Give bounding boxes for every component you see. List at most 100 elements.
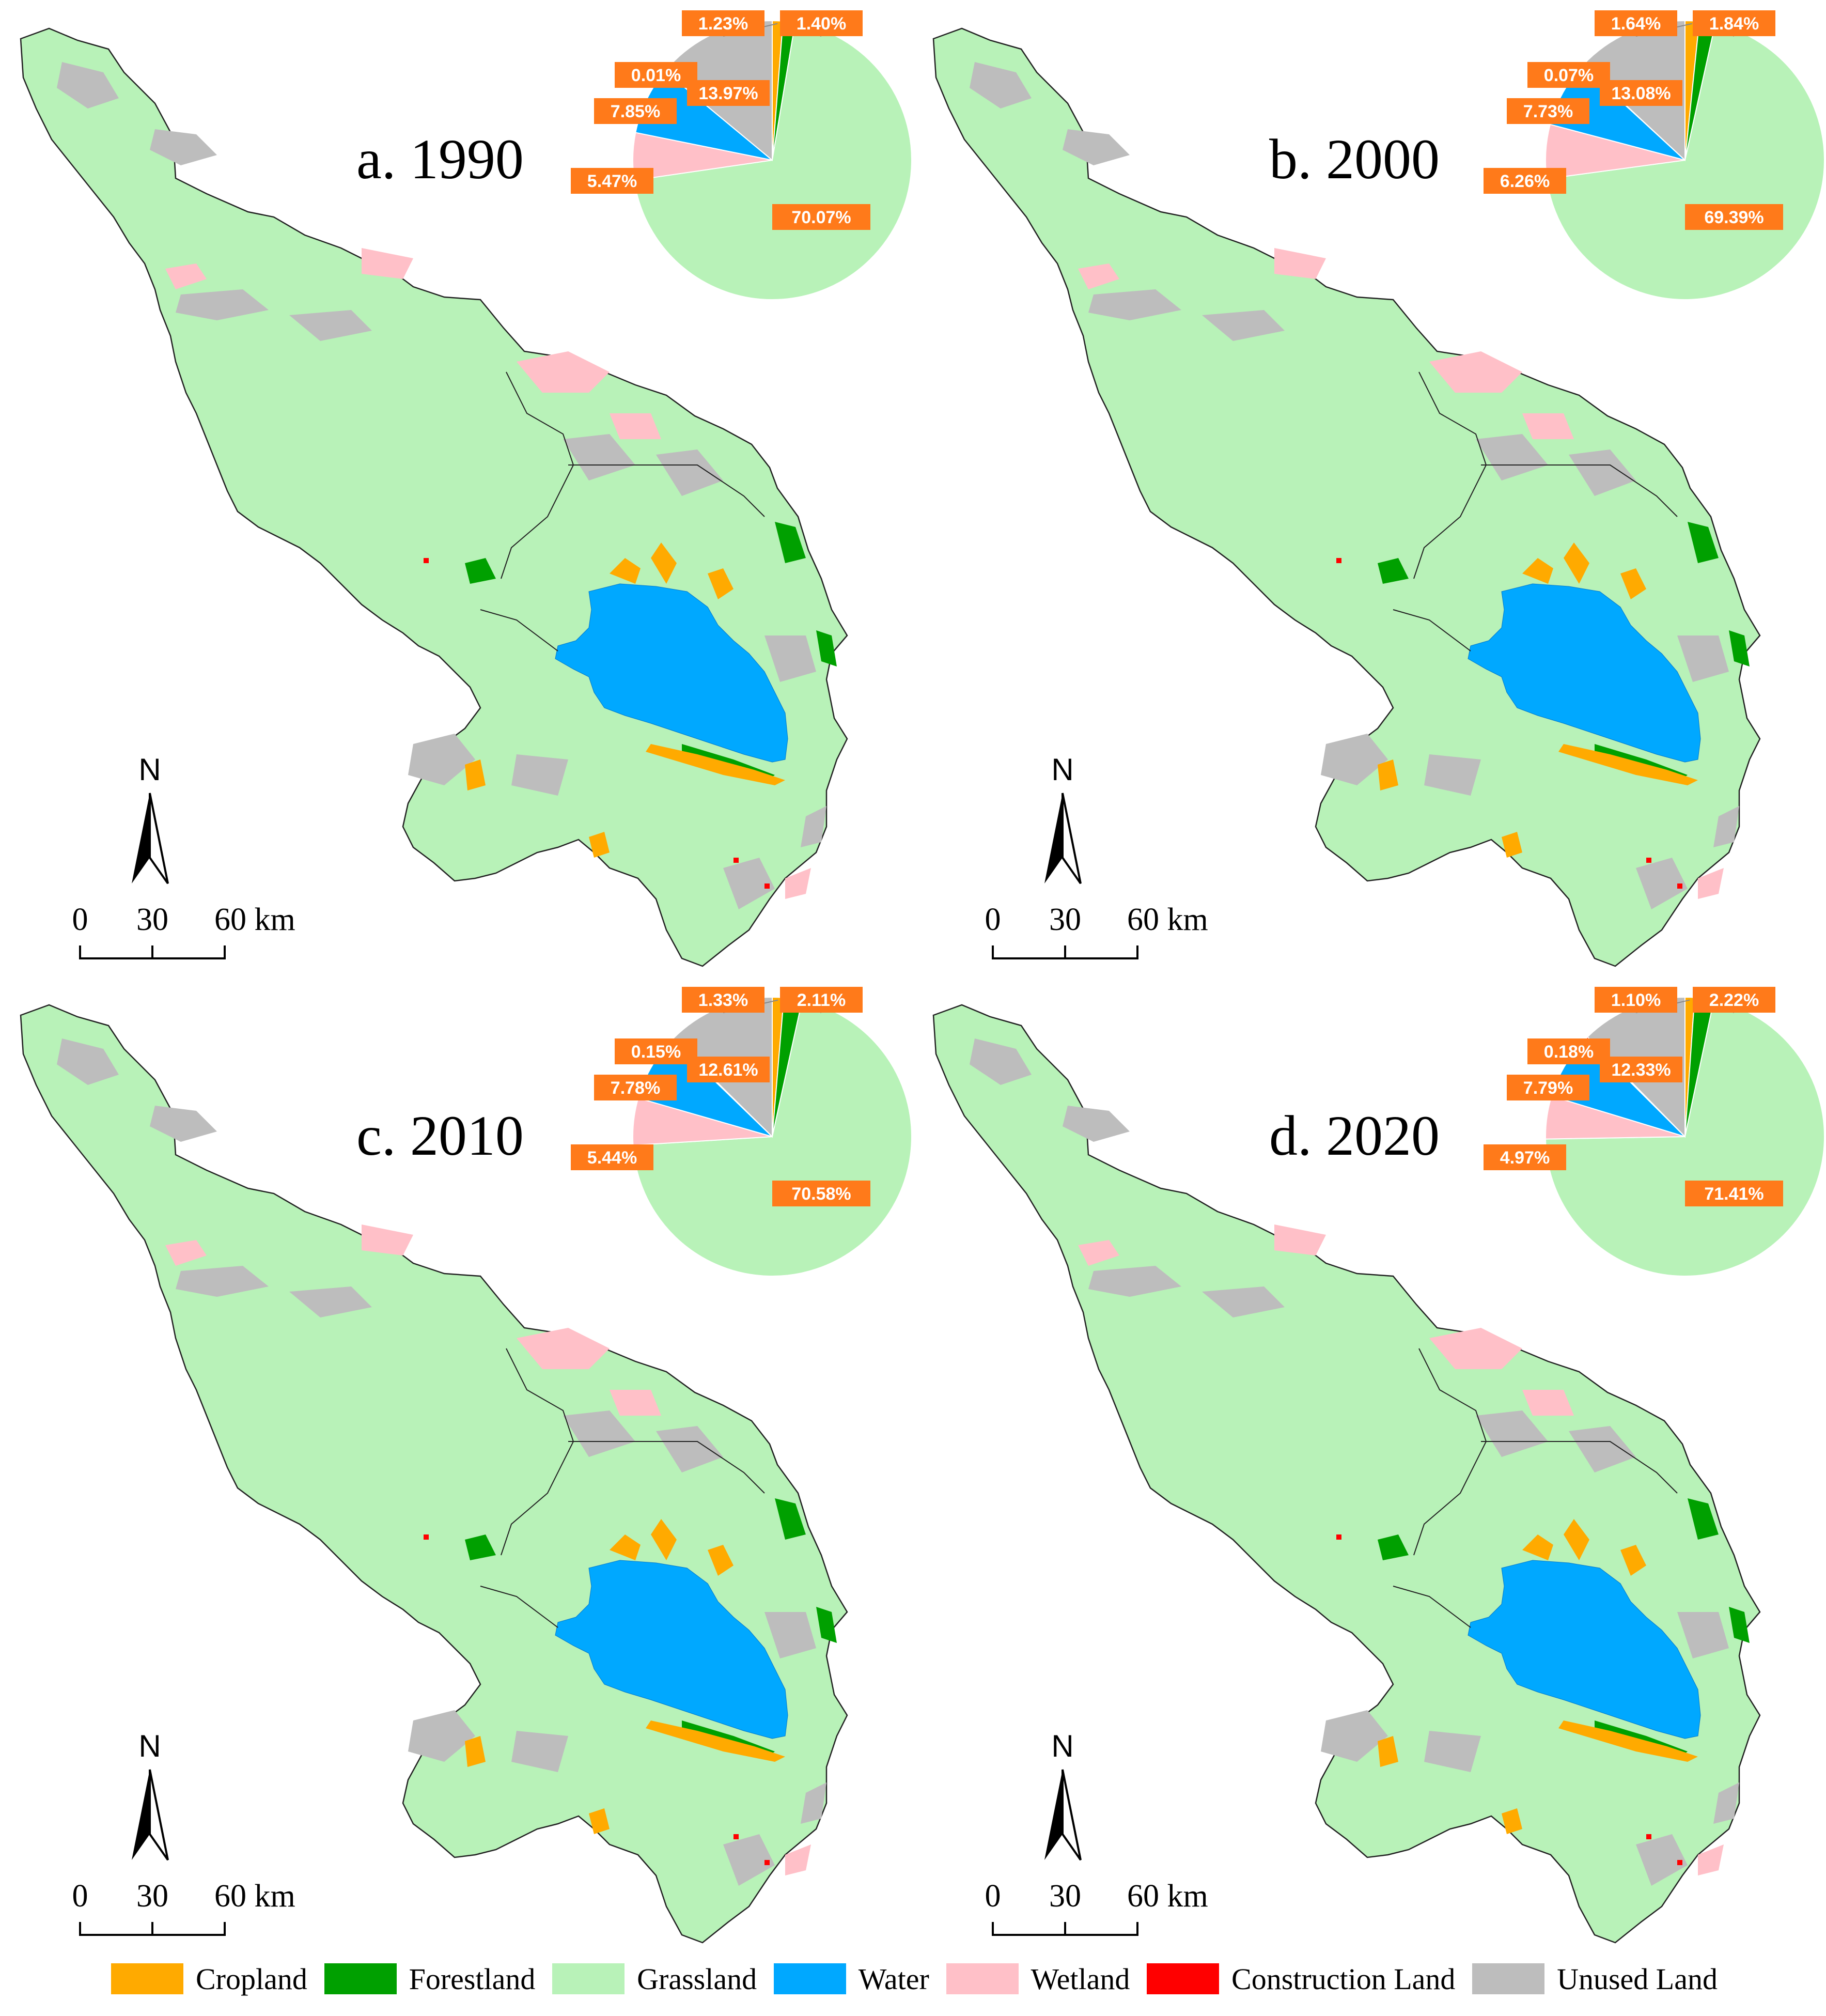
cropland-patch: [651, 1519, 677, 1560]
scale-bar-label: 0: [985, 1879, 1001, 1914]
pie-label-bg-grassland: [772, 204, 870, 230]
pie-label-bg-forestland: [780, 987, 863, 1013]
legend-item-construction-land: Construction Land: [1147, 1962, 1455, 1996]
sub-basin-boundary: [480, 371, 765, 652]
wetland-patch: [1429, 351, 1522, 393]
construction-land-patch: [1646, 1834, 1651, 1839]
wetland-patch: [1274, 1224, 1326, 1255]
north-arrow-label: N: [138, 1729, 161, 1763]
wetland-patch: [785, 1844, 811, 1875]
pie-label-bg-grassland: [772, 1181, 870, 1206]
unused-land-patch: [408, 1710, 475, 1762]
cropland-patch: [589, 1808, 610, 1834]
pie-label-cropland: 1.23%: [698, 14, 748, 34]
map-title: b. 2000: [1269, 128, 1440, 191]
legend-swatch-wetland: [946, 1963, 1019, 1994]
construction-land-patch: [1646, 858, 1651, 863]
pie-label-water: 7.73%: [1523, 102, 1573, 121]
pie-label-grassland: 71.41%: [1704, 1184, 1763, 1204]
pie-label-forestland: 2.11%: [797, 990, 846, 1010]
legend-swatch-water: [773, 1963, 846, 1994]
scale-bar-label: 60 km: [1127, 902, 1208, 937]
unused-land-patch: [1636, 1834, 1688, 1886]
legend-label-grassland: Grassland: [637, 1962, 757, 1996]
unused-land-patch: [150, 1106, 217, 1142]
pie-label-construction: 0.07%: [1544, 66, 1594, 85]
construction-land-patch: [1677, 1860, 1682, 1865]
lake: [1468, 583, 1701, 763]
wetland-patch: [1429, 1328, 1522, 1369]
wetland-patch: [1274, 248, 1326, 279]
map-panel-1990: 1.23% 1.40% 70.07% 5.47% 7.85% 0.01% 13.97% N 0 3…: [0, 0, 913, 982]
lake: [555, 1560, 788, 1739]
wetland-patch: [517, 351, 610, 393]
basin-outline: [20, 27, 848, 967]
pie-label-grassland: 70.07%: [791, 208, 851, 227]
pie-label-unused: 13.97%: [698, 84, 758, 103]
pie-label-grassland: 69.39%: [1704, 208, 1763, 227]
forestland-patch: [1378, 1534, 1409, 1560]
scale-bar-label: 30: [1049, 1879, 1081, 1914]
construction-land-patch: [424, 558, 429, 563]
cropland-patch: [1522, 558, 1553, 584]
forestland-patch: [775, 1498, 806, 1540]
wetland-patch: [785, 868, 811, 899]
pie-label-bg-cropland: [1595, 10, 1677, 36]
pie-label-bg-water: [1507, 1075, 1589, 1100]
legend-item-wetland: Wetland: [946, 1962, 1130, 1996]
unused-land-patch: [1088, 289, 1181, 320]
wetland-patch: [610, 1390, 661, 1416]
legend-label-wetland: Wetland: [1031, 1962, 1130, 1996]
north-arrow-icon: [1062, 793, 1082, 885]
pie-label-wetland: 5.47%: [587, 172, 637, 191]
unused-land-patch: [408, 734, 475, 785]
pie-slice-grassland: [1545, 999, 1825, 1277]
cropland-patch: [708, 1545, 733, 1576]
unused-land-patch: [723, 858, 775, 909]
scale-bar-label: 60 km: [1127, 1879, 1208, 1914]
legend-item-grassland: Grassland: [552, 1962, 757, 1996]
wetland-patch: [1698, 868, 1724, 899]
unused-land-patch: [1088, 1266, 1181, 1297]
legend-swatch-construction-land: [1147, 1963, 1220, 1994]
forestland-patch: [816, 1607, 837, 1643]
cropland-patch: [651, 542, 677, 584]
unused-land-patch: [57, 1038, 119, 1085]
pie-label-cropland: 1.10%: [1611, 990, 1661, 1010]
pie-label-bg-cropland: [682, 10, 764, 36]
pie-label-bg-wetland: [1484, 1144, 1566, 1170]
cropland-patch: [1378, 1736, 1398, 1767]
unused-land-patch: [289, 310, 372, 341]
unused-land-patch: [1424, 754, 1481, 796]
legend-item-unused-land: Unused Land: [1472, 1962, 1718, 1996]
legend-swatch-unused-land: [1472, 1963, 1545, 1994]
legend-item-water: Water: [773, 1962, 929, 1996]
pie-label-forestland: 1.84%: [1709, 14, 1759, 34]
map-svg: 1.64% 1.84% 69.39% 6.26% 7.73% 0.07% 13.08% N 0 3…: [932, 10, 1825, 967]
unused-land-patch: [150, 129, 217, 165]
unused-land-patch: [1713, 1782, 1739, 1824]
legend: Cropland Forestland Grassland Water Wetl…: [111, 1958, 1718, 1999]
legend-label-construction-land: Construction Land: [1231, 1962, 1456, 1996]
cropland-patch: [1378, 759, 1398, 790]
pie-label-construction: 0.18%: [1544, 1042, 1594, 1062]
sub-basin-boundary: [480, 1348, 765, 1628]
forestland-patch: [775, 522, 806, 563]
cropland-patch: [1620, 568, 1646, 599]
pie-label-construction: 0.01%: [631, 66, 681, 85]
north-arrow-label: N: [138, 752, 161, 787]
pie-label-bg-wetland: [571, 168, 653, 194]
pie-label-bg-unused: [687, 80, 770, 106]
cropland-patch: [465, 1736, 486, 1767]
cropland-patch: [610, 558, 641, 584]
pie-label-bg-forestland: [1693, 10, 1775, 36]
scale-bar: [992, 1922, 1138, 1936]
unused-land-patch: [1202, 310, 1285, 341]
construction-land-patch: [1677, 883, 1682, 889]
unused-land-patch: [1476, 434, 1548, 480]
construction-land-patch: [1336, 1534, 1341, 1540]
scale-bar-label: 0: [985, 902, 1001, 937]
pie-label-bg-unused: [1600, 1057, 1682, 1082]
cropland-patch: [1502, 832, 1522, 858]
pie-slice-grassland: [632, 1000, 912, 1277]
